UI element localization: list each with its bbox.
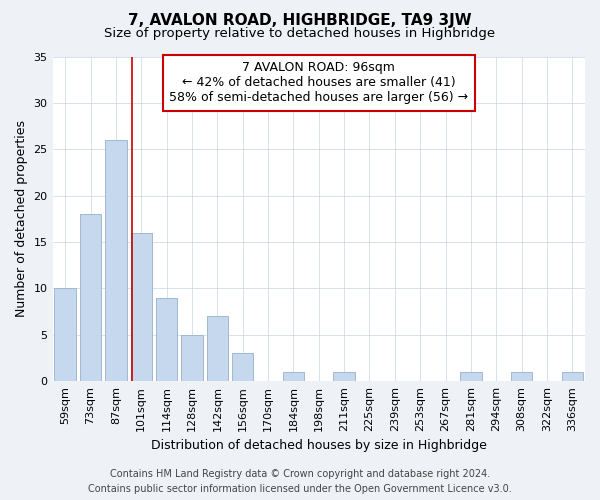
Text: 7, AVALON ROAD, HIGHBRIDGE, TA9 3JW: 7, AVALON ROAD, HIGHBRIDGE, TA9 3JW <box>128 12 472 28</box>
X-axis label: Distribution of detached houses by size in Highbridge: Distribution of detached houses by size … <box>151 440 487 452</box>
Text: Size of property relative to detached houses in Highbridge: Size of property relative to detached ho… <box>104 28 496 40</box>
Bar <box>131 233 152 381</box>
Bar <box>334 372 355 381</box>
Bar <box>562 372 583 381</box>
Bar <box>511 372 532 381</box>
Bar <box>105 140 127 381</box>
Y-axis label: Number of detached properties: Number of detached properties <box>15 120 28 318</box>
Bar <box>80 214 101 381</box>
Text: Contains HM Land Registry data © Crown copyright and database right 2024.
Contai: Contains HM Land Registry data © Crown c… <box>88 468 512 493</box>
Bar <box>460 372 482 381</box>
Bar <box>283 372 304 381</box>
Bar <box>55 288 76 381</box>
Bar <box>156 298 178 381</box>
Bar <box>206 316 228 381</box>
Text: 7 AVALON ROAD: 96sqm
← 42% of detached houses are smaller (41)
58% of semi-detac: 7 AVALON ROAD: 96sqm ← 42% of detached h… <box>169 62 469 104</box>
Bar <box>232 354 253 381</box>
Bar <box>181 335 203 381</box>
